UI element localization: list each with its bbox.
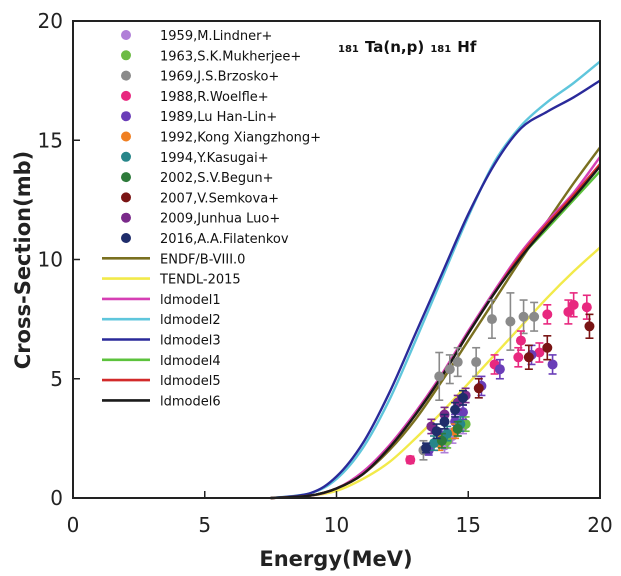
legend-label: ldmodel2: [160, 313, 221, 328]
reaction-label: 181 Ta(n,p) 181 Hf: [338, 37, 477, 56]
legend-label: ldmodel4: [160, 354, 221, 369]
product-symbol: Hf: [457, 38, 477, 56]
data-point: [494, 364, 505, 375]
dataset-1988-r-woelfle: [405, 292, 592, 465]
x-tick-label: 20: [587, 513, 612, 537]
y-tick-label: 20: [38, 9, 63, 33]
curve-ldmodel2: [270, 60, 601, 500]
data-point: [568, 299, 579, 310]
data-point: [534, 347, 545, 358]
data-point: [563, 306, 574, 317]
data-point: [421, 442, 432, 453]
legend-label: 2002,S.V.Begun+: [160, 171, 274, 186]
data-point: [486, 314, 497, 325]
legend-label: TENDL-2015: [159, 273, 241, 288]
dataset-2016-a-a-filatenkov: [421, 389, 468, 454]
legend-label: 2009,Junhua Luo+: [160, 212, 280, 227]
legend-marker-2016-a-a-filatenkov: [121, 233, 131, 243]
data-point: [444, 364, 455, 375]
legend-marker-1994-y-kasugai: [121, 151, 131, 162]
curve-ldmodel3: [270, 79, 601, 500]
data-point: [523, 352, 534, 363]
data-point: [442, 428, 453, 439]
legend-label: 1994,Y.Kasugai+: [160, 151, 269, 166]
dataset-2007-v-semkova: [473, 313, 595, 399]
data-point: [452, 423, 463, 434]
legend-marker-1969-j-s-brzosko: [121, 70, 131, 81]
y-tick-label: 0: [50, 486, 63, 510]
legend-label: ldmodel5: [160, 374, 221, 389]
data-point: [428, 438, 439, 449]
data-point: [513, 352, 524, 363]
data-point: [405, 454, 416, 465]
x-tick-label: 5: [198, 513, 211, 537]
legend-label: 1963,S.K.Mukherjee+: [160, 49, 301, 64]
data-point: [515, 335, 526, 346]
legend-label: ldmodel3: [160, 334, 221, 349]
data-point: [436, 435, 447, 446]
legend-marker-1989-lu-han-lin: [121, 111, 131, 122]
legend-marker-2002-s-v-begun: [121, 172, 131, 183]
data-point: [471, 357, 482, 368]
legend-label: 1988,R.Woelfle+: [160, 90, 269, 105]
legend-marker-1992-kong-xiangzhong: [121, 131, 131, 142]
x-tick-label: 10: [324, 513, 349, 537]
target-reaction: Ta(n,p): [365, 38, 424, 56]
legend-marker-1963-s-k-mukherjee: [121, 50, 131, 61]
y-tick-label: 10: [38, 248, 63, 272]
data-point: [581, 302, 592, 313]
data-point: [542, 342, 553, 353]
legend-label: ENDF/B-VIII.0: [160, 252, 245, 267]
legend-label: ldmodel6: [160, 394, 221, 409]
data-point: [457, 392, 468, 403]
data-point: [584, 321, 595, 332]
data-point: [547, 359, 558, 370]
y-tick-label: 5: [50, 367, 63, 391]
legend-label: 1989,Lu Han-Lin+: [160, 110, 277, 125]
legend-label: 2016,A.A.Filatenkov: [160, 232, 289, 247]
data-point: [431, 426, 442, 437]
data-point: [452, 357, 463, 368]
axis-ticks: 0 5 10 15 20 0 5 10 15 20: [38, 9, 613, 537]
legend-label: 1959,M.Lindner+: [160, 29, 272, 44]
data-point: [450, 404, 461, 415]
data-point: [542, 309, 553, 320]
y-axis-title: Cross-Section(mb): [11, 151, 35, 369]
product-mass-number: 181: [430, 44, 451, 55]
legend-label: ldmodel1: [160, 293, 221, 308]
x-tick-label: 15: [456, 513, 481, 537]
x-axis-title: Energy(MeV): [259, 547, 412, 571]
legend-label: 1969,J.S.Brzosko+: [160, 70, 279, 85]
x-tick-label: 0: [67, 513, 80, 537]
curve-tendl-2015: [270, 246, 601, 500]
legend-marker-2007-v-semkova: [121, 192, 131, 203]
data-point: [505, 316, 516, 327]
legend-label: 2007,V.Semkova+: [160, 191, 279, 206]
data-point: [529, 311, 540, 322]
data-point: [518, 311, 529, 322]
data-point: [434, 371, 445, 382]
experimental-points: [405, 292, 595, 465]
legend-marker-1988-r-woelfle: [121, 90, 131, 101]
y-tick-label: 15: [38, 128, 63, 152]
legend-marker-1959-m-lindner: [121, 30, 131, 40]
legend-label: 1992,Kong Xiangzhong+: [160, 131, 321, 146]
data-point: [473, 383, 484, 394]
legend-marker-2009-junhua-luo: [121, 212, 131, 223]
data-point: [439, 416, 450, 427]
legend: 1959,M.Lindner+ 1963,S.K.Mukherjee+ 1969,J…: [102, 29, 321, 409]
target-mass-number: 181: [338, 44, 359, 55]
dataset-1969-j-s-brzosko: [418, 292, 540, 461]
